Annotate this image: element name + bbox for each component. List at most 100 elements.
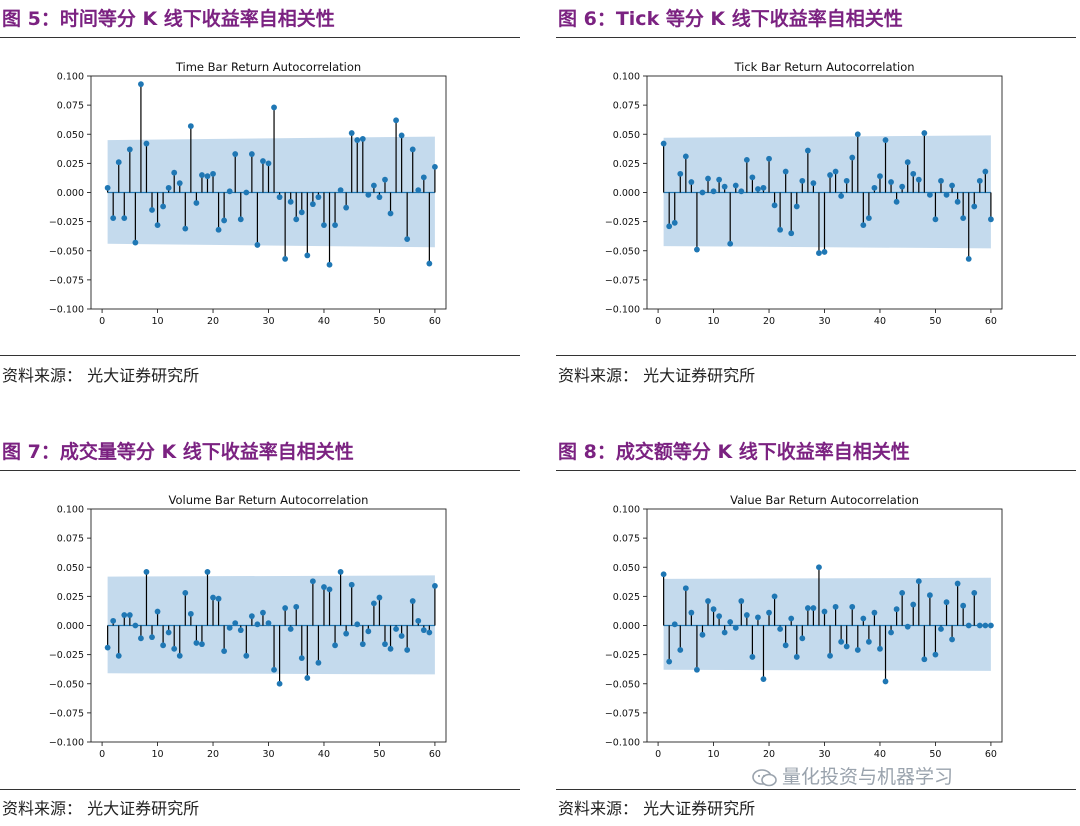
stem-marker [860, 222, 867, 229]
stem-marker [404, 647, 411, 653]
stem-marker [804, 605, 811, 611]
stem-marker [110, 215, 117, 222]
y-tick-label: 0.075 [57, 101, 84, 112]
stem-marker [393, 117, 399, 124]
figure-panel-tick-bar: 图 6：Tick 等分 K 线下收益率自相关性 Tick Bar Return … [556, 0, 1076, 390]
stem-marker [149, 634, 155, 641]
stem-marker [265, 620, 272, 627]
y-tick-label: 0.050 [613, 563, 640, 574]
y-tick-label: −0.075 [605, 275, 640, 286]
stem-marker [138, 635, 144, 642]
x-tick-label: 50 [373, 316, 385, 327]
stem-marker [938, 177, 944, 184]
stem-marker [193, 200, 200, 206]
stem-marker [816, 250, 822, 256]
y-tick-label: 0.000 [57, 621, 84, 632]
stem-marker [766, 609, 772, 616]
stem-marker [221, 217, 228, 224]
figure-panel-volume-bar: 图 7：成交量等分 K 线下收益率自相关性 Volume Bar Return … [0, 433, 520, 826]
figure-panel-time-bar: 图 5：时间等分 K 线下收益率自相关性 Time Bar Return Aut… [0, 0, 520, 390]
stem-marker [965, 256, 972, 262]
figure-title: 图 7：成交量等分 K 线下收益率自相关性 [2, 441, 354, 463]
stem-marker [376, 194, 383, 201]
y-tick-label: 0.025 [57, 592, 84, 603]
stem-marker [871, 184, 878, 191]
title-rule [0, 470, 520, 471]
source-rule [556, 789, 1076, 790]
stem-marker [321, 584, 327, 590]
stem-marker [204, 173, 211, 180]
stem-marker [432, 163, 438, 170]
stem-marker [810, 605, 817, 611]
stem-marker [420, 627, 427, 634]
source-note: 资料来源： 光大证券研究所 [558, 799, 756, 818]
stem-marker [904, 623, 911, 630]
x-tick-label: 30 [262, 316, 274, 327]
stem-marker [921, 130, 928, 136]
stem-marker [738, 598, 745, 604]
y-tick-label: −0.050 [605, 679, 640, 690]
x-tick-label: 0 [655, 749, 661, 760]
stem-marker [943, 191, 950, 198]
x-tick-label: 50 [929, 316, 941, 327]
stem-marker [710, 188, 717, 195]
acf-chart-value-bar: Value Bar Return Autocorrelation −0.100 −0… [605, 493, 1003, 760]
stem-marker [877, 173, 883, 180]
y-tick-label: 0.100 [57, 72, 84, 83]
stem-marker [199, 172, 205, 178]
x-tick-label: 20 [207, 749, 219, 760]
x-tick-label: 30 [818, 316, 830, 327]
x-tick-label: 10 [152, 316, 164, 327]
stem-marker [705, 175, 711, 182]
stem-marker [710, 606, 717, 613]
stem-marker [309, 578, 316, 585]
stem-marker [849, 603, 856, 610]
stem-marker [743, 156, 750, 163]
stem-marker [271, 104, 277, 111]
y-tick-label: −0.025 [49, 650, 84, 661]
stem-marker [677, 170, 684, 177]
stem-marker [221, 648, 228, 655]
title-rule [0, 37, 520, 38]
stem-marker [843, 643, 850, 650]
stem-marker [359, 136, 366, 142]
stem-marker [265, 160, 272, 167]
x-tick-label: 0 [655, 316, 661, 327]
stem-marker [838, 638, 845, 645]
stem-marker [732, 624, 739, 631]
x-tick-label: 10 [708, 749, 720, 760]
stem-marker [782, 642, 789, 649]
stem-marker [971, 589, 978, 596]
source-note: 资料来源： 光大证券研究所 [2, 366, 200, 385]
stem-marker [326, 586, 333, 593]
chart-title: Time Bar Return Autocorrelation [175, 60, 361, 74]
stem-marker [409, 146, 416, 153]
stem-marker [348, 130, 355, 136]
stem-marker [738, 188, 745, 195]
stem-marker [827, 652, 833, 659]
stem-marker [243, 189, 250, 196]
stem-marker [121, 215, 128, 222]
stem-marker [332, 222, 338, 229]
stem-marker [326, 261, 333, 268]
stem-marker [254, 242, 261, 248]
stem-marker [243, 652, 250, 659]
stem-marker [777, 226, 784, 233]
stem-marker [893, 606, 900, 613]
stem-marker [298, 655, 305, 662]
x-tick-label: 20 [763, 749, 775, 760]
stem-marker [838, 193, 845, 199]
stem-marker [359, 641, 366, 648]
stem-marker [882, 137, 889, 143]
x-tick-label: 10 [152, 749, 164, 760]
stem-marker [954, 198, 961, 205]
source-note: 资料来源： 光大证券研究所 [2, 799, 200, 818]
source-rule [0, 355, 520, 356]
stem-marker [788, 615, 795, 622]
stem-marker [176, 180, 183, 187]
y-tick-label: −0.100 [605, 305, 640, 316]
y-tick-label: −0.075 [605, 708, 640, 719]
stem-marker [237, 627, 244, 634]
stem-marker [926, 191, 933, 198]
stem-marker [949, 636, 955, 643]
